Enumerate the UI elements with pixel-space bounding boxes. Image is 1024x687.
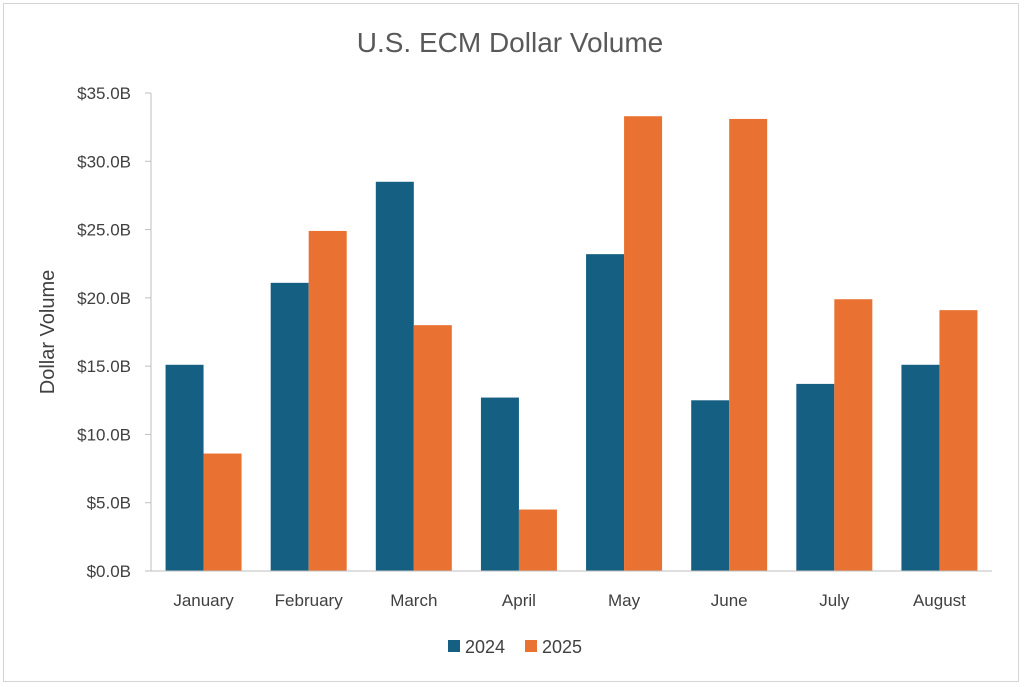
legend-label-2024: 2024 — [465, 637, 505, 657]
bar-2024-january — [165, 364, 204, 571]
legend-label-2025: 2025 — [542, 637, 582, 657]
x-category-label: February — [275, 591, 344, 610]
y-tick-label: $15.0B — [77, 357, 131, 376]
legend-swatch-2024 — [448, 640, 460, 652]
x-axis: January February March April May June July Augu… — [151, 570, 992, 610]
bar-2025-june — [729, 118, 768, 571]
legend-swatch-2025 — [525, 640, 537, 652]
bar-2025-february — [308, 230, 347, 572]
bar-2025-may — [624, 116, 663, 572]
bar-2025-january — [203, 453, 242, 571]
bar-2024-june — [691, 400, 730, 571]
bar-2024-july — [796, 383, 835, 571]
bar-2024-august — [901, 364, 940, 571]
y-axis: $0.0B $5.0B $10.0B $15.0B $20.0B $25.0B $30.0B… — [77, 84, 152, 581]
x-category-label: April — [502, 591, 536, 610]
bar-2024-may — [586, 254, 625, 571]
bar-2024-march — [375, 181, 414, 571]
y-axis-label: Dollar Volume — [37, 270, 59, 395]
x-category-label: July — [819, 591, 850, 610]
y-tick-label: $10.0B — [77, 425, 131, 444]
y-tick-label: $25.0B — [77, 221, 131, 240]
x-category-label: May — [608, 591, 641, 610]
bar-2025-august — [939, 310, 978, 571]
legend: 2024 2025 — [448, 637, 582, 657]
y-tick-label: $30.0B — [77, 152, 131, 171]
bar-2024-april — [480, 397, 519, 571]
y-tick-label: $5.0B — [87, 494, 131, 513]
x-category-label: August — [913, 591, 966, 610]
y-tick-label: $20.0B — [77, 289, 131, 308]
bar-2025-march — [413, 325, 452, 571]
y-tick-label: $35.0B — [77, 84, 131, 103]
x-category-label: January — [173, 591, 234, 610]
x-category-label: March — [390, 591, 437, 610]
chart-title: U.S. ECM Dollar Volume — [357, 27, 664, 58]
bars — [165, 116, 978, 572]
bar-2024-february — [270, 282, 309, 571]
bar-2025-july — [834, 299, 873, 571]
x-category-label: June — [711, 591, 748, 610]
bar-2025-april — [518, 509, 557, 571]
y-tick-label: $0.0B — [87, 562, 131, 581]
